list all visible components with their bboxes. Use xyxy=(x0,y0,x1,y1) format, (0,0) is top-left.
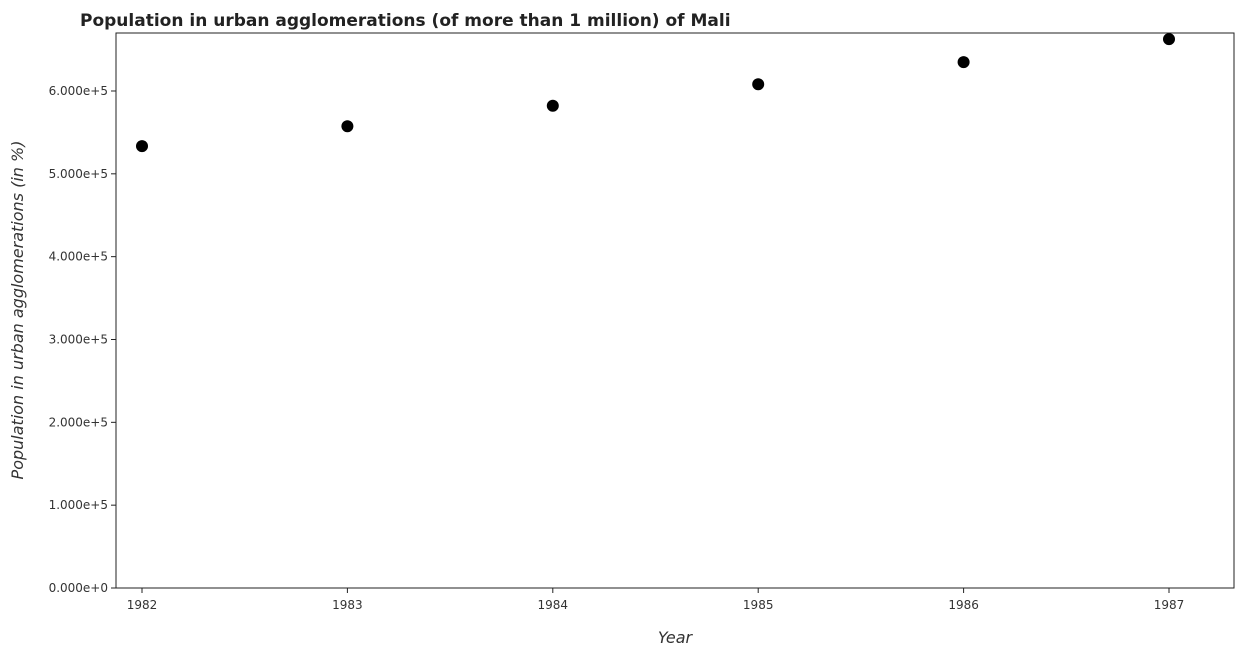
y-axis-label: Population in urban agglomerations (in %… xyxy=(8,141,27,480)
data-point xyxy=(752,78,764,90)
y-tick-label: 2.000e+5 xyxy=(49,415,108,429)
x-tick-label: 1987 xyxy=(1154,598,1185,612)
data-point xyxy=(341,120,353,132)
x-axis: 1982 1983 1984 1985 1986 1987 xyxy=(127,588,1185,612)
data-point xyxy=(136,140,148,152)
data-points xyxy=(136,33,1175,152)
x-tick-label: 1982 xyxy=(127,598,158,612)
x-tick-label: 1984 xyxy=(538,598,569,612)
y-tick-label: 1.000e+5 xyxy=(49,498,108,512)
x-tick-label: 1985 xyxy=(743,598,774,612)
data-point xyxy=(547,100,559,112)
y-tick-label: 5.000e+5 xyxy=(49,167,108,181)
plot-frame xyxy=(116,33,1234,588)
data-point xyxy=(1163,33,1175,45)
y-tick-label: 3.000e+5 xyxy=(49,332,108,346)
x-tick-label: 1986 xyxy=(948,598,979,612)
x-axis-label: Year xyxy=(658,628,694,647)
y-tick-label: 0.000e+0 xyxy=(49,581,108,595)
y-tick-label: 6.000e+5 xyxy=(49,84,108,98)
y-tick-label: 4.000e+5 xyxy=(49,250,108,264)
data-point xyxy=(958,56,970,68)
y-axis: 0.000e+0 1.000e+5 2.000e+5 3.000e+5 4.000e+5… xyxy=(49,84,116,595)
x-tick-label: 1983 xyxy=(332,598,363,612)
chart-title: Population in urban agglomerations (of m… xyxy=(80,11,731,31)
